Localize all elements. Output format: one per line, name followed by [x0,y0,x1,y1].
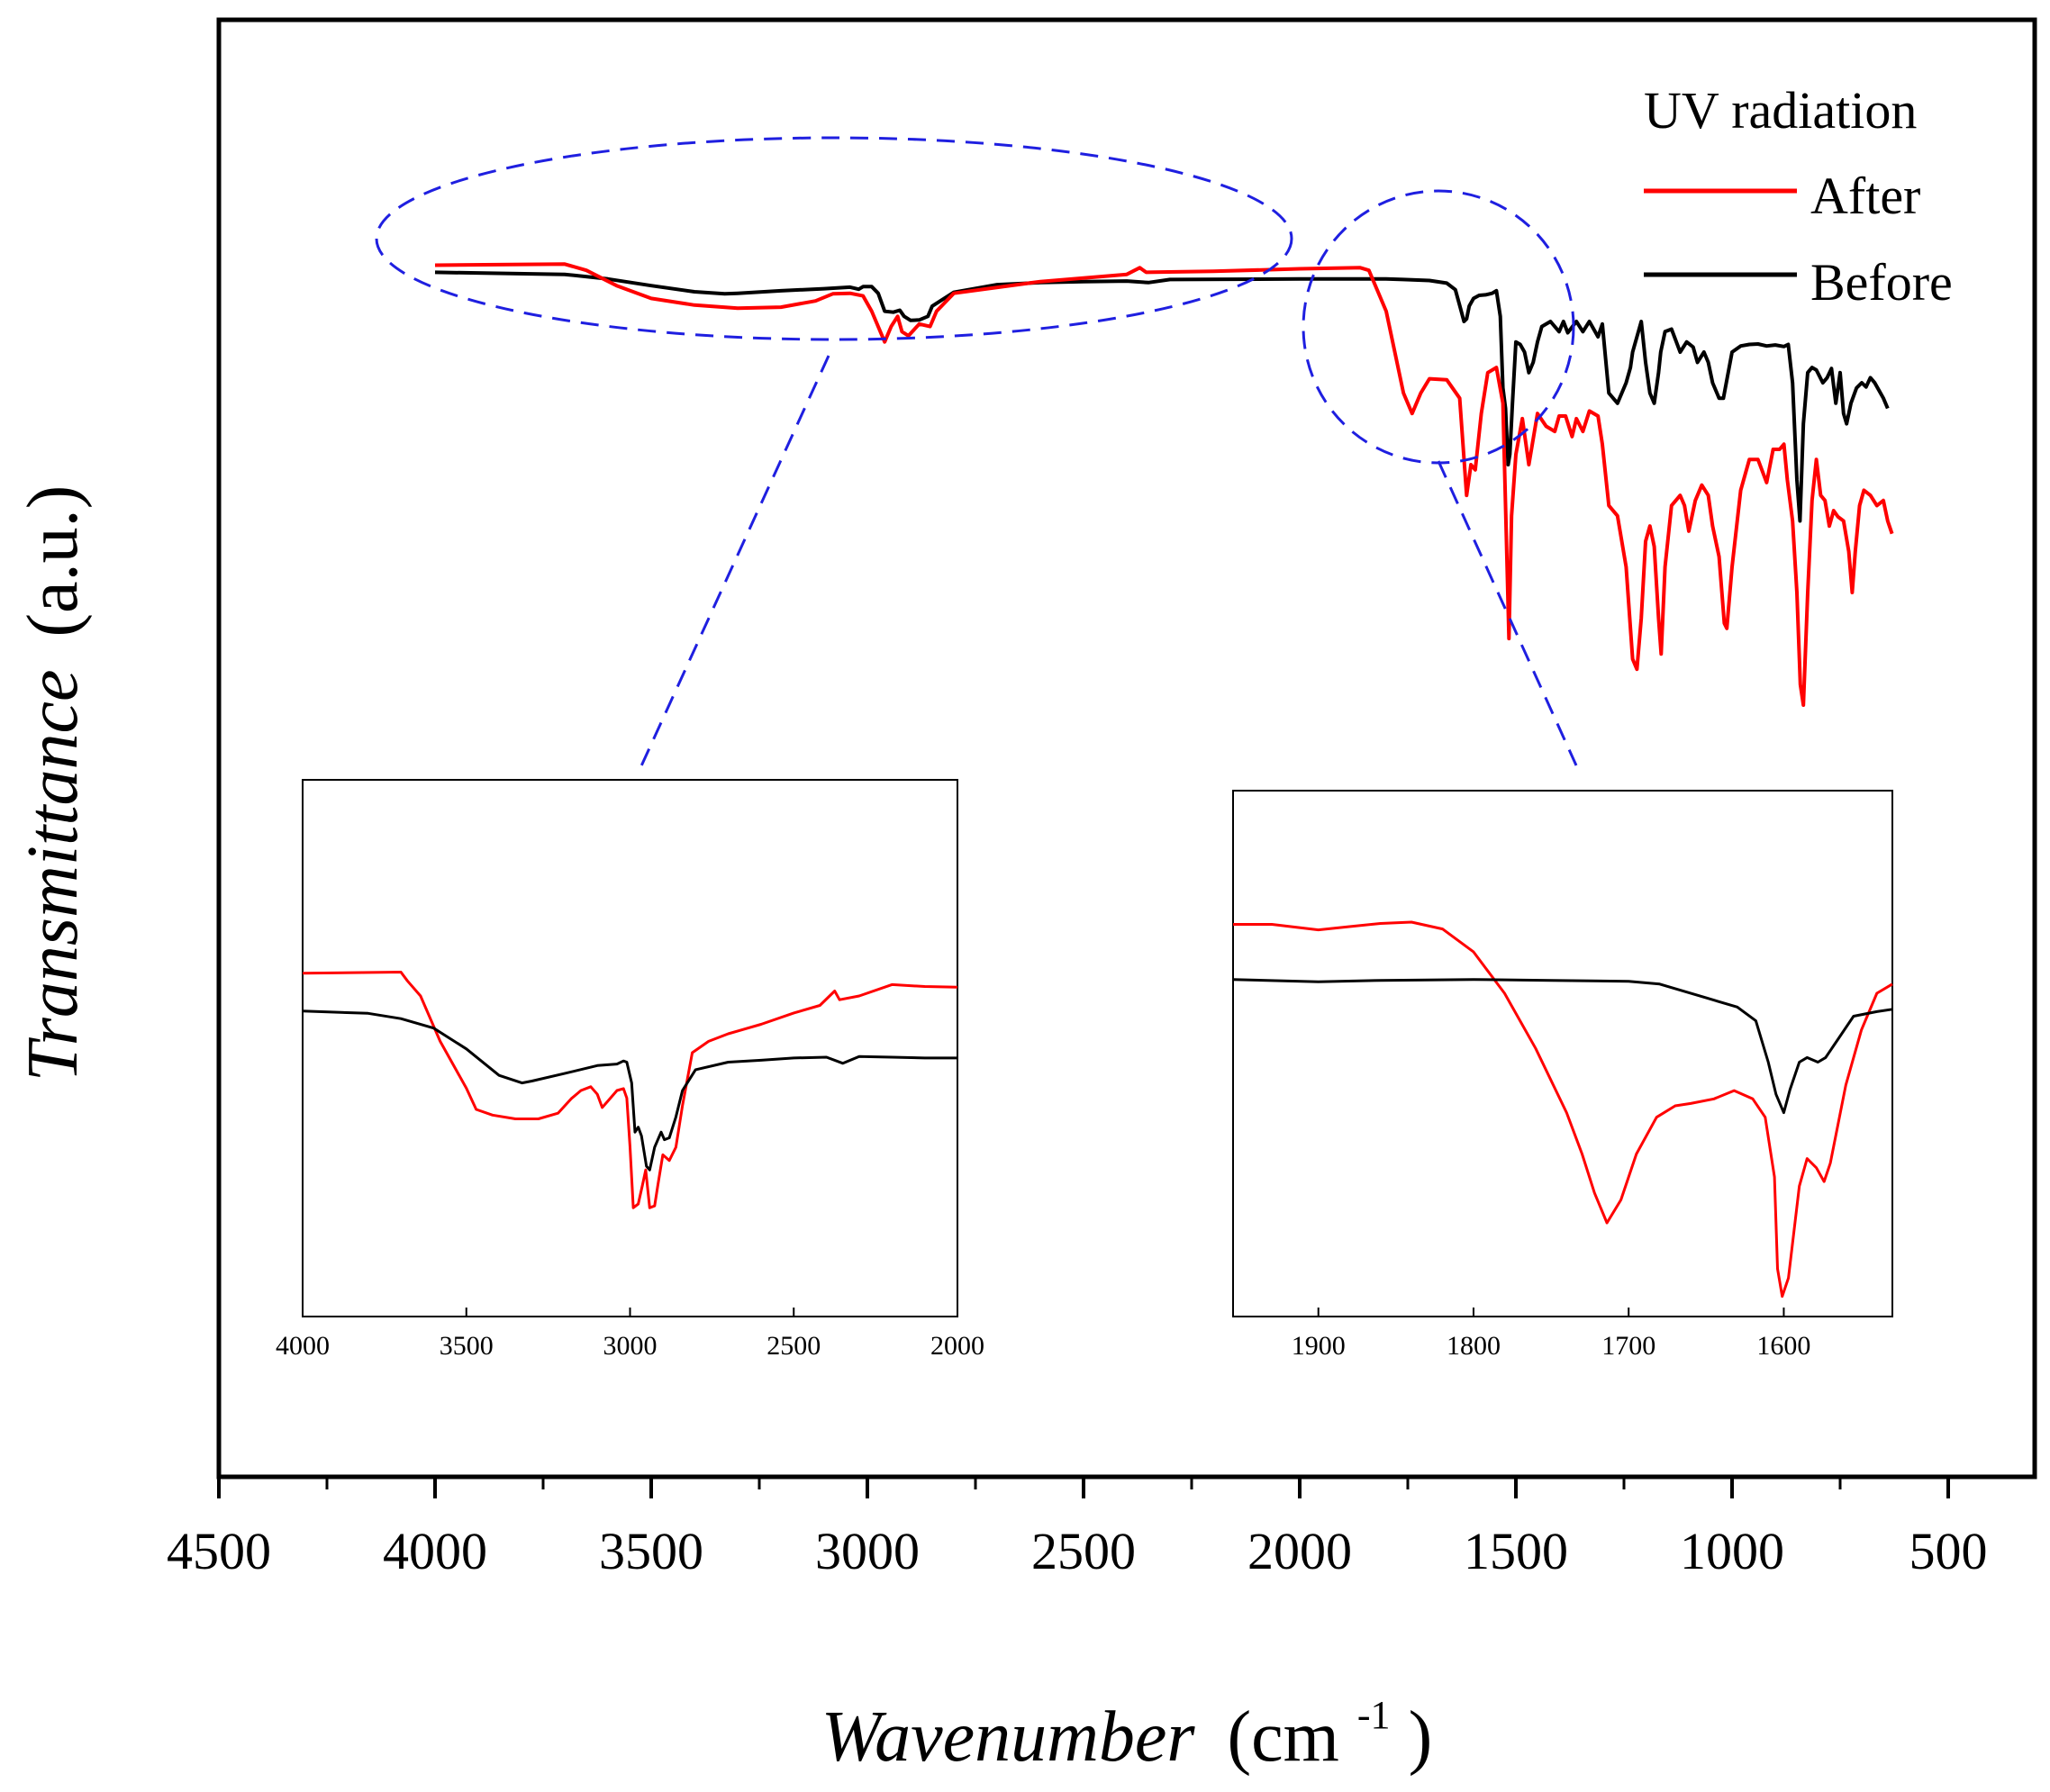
x-axis-title-close: ) [1409,1697,1433,1777]
legend-label-after: After [1810,167,1920,225]
inset-left: 4000 3500 3000 2500 2000 [276,779,984,1361]
x-tick-label: 1000 [1680,1522,1784,1580]
x-tick-label: 3000 [815,1522,920,1580]
x-tick-label: 4000 [383,1522,487,1580]
inset-right-series [1232,920,1893,1299]
y-axis-title-unit: (a.u.) [14,485,93,638]
series-line-before [434,270,1890,523]
inset-x-tick-label: 3000 [603,1331,658,1361]
x-tick-label: 2500 [1031,1522,1136,1580]
inset-right-frame [1232,790,1893,1317]
series-line-after [434,262,1894,707]
inset-series-line-before [1232,978,1893,1115]
x-axis-title-name: Wavenumber [821,1697,1196,1777]
zoom-annotations [375,136,1578,771]
main-series-group [434,262,1894,707]
y-axis-title: Transmittance (a.u.) [14,485,93,1082]
legend-label-before: Before [1810,253,1953,312]
zoom-ellipse-carbonyl-region [1302,189,1575,465]
zoom-connector-left [638,355,830,771]
x-axis-title: Wavenumber (cm -1 ) [821,1665,1432,1777]
legend-title: UV radiation [1644,81,1917,140]
x-tick-label: 500 [1909,1522,1988,1580]
inset-x-tick-label: 2500 [766,1331,821,1361]
plot-frame [216,17,2037,1480]
inset-x-tick-label: 4000 [276,1331,330,1361]
x-tick-label: 4500 [167,1522,271,1580]
y-axis-title-name: Transmittance [14,669,93,1082]
x-tick-label: 1500 [1464,1522,1568,1580]
inset-left-series [302,971,958,1209]
legend: UV radiation After Before [1644,81,1953,312]
inset-right: 1900 1800 1700 1600 [1232,790,1893,1361]
x-tick-label: 2000 [1247,1522,1352,1580]
zoom-ellipse-high-wavenumber [375,136,1293,341]
x-axis-title-unit: (cm [1228,1697,1339,1777]
inset-x-tick-label: 2000 [930,1331,984,1361]
inset-x-tick-label: 3500 [440,1331,494,1361]
inset-left-ticks: 4000 3500 3000 2500 2000 [276,1308,984,1361]
inset-right-ticks: 1900 1800 1700 1600 [1292,1308,1810,1361]
inset-left-frame [302,779,958,1317]
x-axis-title-sup: -1 [1357,1693,1391,1737]
inset-series-line-before [302,1009,957,1172]
inset-x-tick-label: 1900 [1292,1331,1346,1361]
inset-series-line-after [302,971,958,1209]
x-tick-label: 3500 [599,1522,703,1580]
inset-x-tick-label: 1800 [1447,1331,1501,1361]
inset-series-line-after [1233,920,1893,1299]
inset-x-tick-label: 1600 [1756,1331,1810,1361]
x-axis-ticks: 4500 4000 3500 3000 2500 2000 1500 1000 500 [167,1477,1988,1580]
inset-x-tick-label: 1700 [1601,1331,1655,1361]
